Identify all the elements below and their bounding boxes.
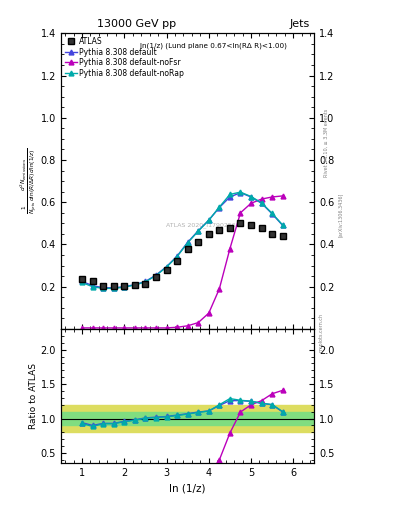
- ATLAS: [122, 283, 127, 289]
- X-axis label: ln (1/z): ln (1/z): [169, 484, 206, 494]
- Y-axis label: Ratio to ATLAS: Ratio to ATLAS: [29, 363, 38, 429]
- Pythia 8.308 default-noRap: [143, 279, 148, 285]
- ATLAS: [175, 259, 180, 265]
- ATLAS: [164, 267, 169, 273]
- Pythia 8.308 default-noFsr: [101, 325, 105, 331]
- Pythia 8.308 default-noRap: [122, 284, 127, 290]
- Pythia 8.308 default: [122, 284, 127, 290]
- ATLAS: [249, 222, 253, 228]
- Text: ln(1/z) (Lund plane 0.67<ln(RΔ R)<1.00): ln(1/z) (Lund plane 0.67<ln(RΔ R)<1.00): [140, 42, 286, 49]
- Pythia 8.308 default-noRap: [154, 272, 158, 279]
- Pythia 8.308 default-noRap: [111, 285, 116, 291]
- Line: ATLAS: ATLAS: [79, 221, 285, 288]
- Y-axis label: $\frac{1}{N_{jets}}\frac{d^2 N_{emissions}}{d\ln(R/\Delta R)\,d\ln(1/z)}$: $\frac{1}{N_{jets}}\frac{d^2 N_{emission…: [19, 148, 39, 214]
- Pythia 8.308 default-noRap: [217, 204, 222, 210]
- Pythia 8.308 default: [238, 189, 243, 196]
- Pythia 8.308 default-noRap: [175, 253, 180, 260]
- Pythia 8.308 default: [280, 222, 285, 228]
- Pythia 8.308 default-noFsr: [249, 200, 253, 206]
- ATLAS: [80, 276, 84, 283]
- Pythia 8.308 default-noFsr: [143, 325, 148, 331]
- Line: Pythia 8.308 default: Pythia 8.308 default: [80, 190, 285, 290]
- Pythia 8.308 default: [270, 211, 275, 217]
- Pythia 8.308 default: [175, 253, 180, 259]
- Pythia 8.308 default: [206, 217, 211, 223]
- ATLAS: [238, 220, 243, 226]
- ATLAS: [217, 227, 222, 233]
- Pythia 8.308 default-noRap: [249, 194, 253, 200]
- Pythia 8.308 default-noFsr: [238, 210, 243, 216]
- Text: Rivet 3.1.10, ≥ 3.3M events: Rivet 3.1.10, ≥ 3.3M events: [324, 109, 329, 178]
- ATLAS: [270, 231, 275, 237]
- Pythia 8.308 default: [132, 282, 137, 288]
- Pythia 8.308 default-noRap: [238, 189, 243, 195]
- Pythia 8.308 default-noFsr: [164, 325, 169, 331]
- ATLAS: [101, 283, 105, 289]
- ATLAS: [185, 246, 190, 252]
- Text: ATLAS 2020_I1790256: ATLAS 2020_I1790256: [165, 223, 235, 228]
- Pythia 8.308 default: [80, 279, 84, 285]
- Pythia 8.308 default-noRap: [185, 240, 190, 246]
- Pythia 8.308 default: [154, 272, 158, 278]
- Pythia 8.308 default: [196, 228, 200, 234]
- Pythia 8.308 default-noRap: [270, 210, 275, 217]
- Pythia 8.308 default-noRap: [101, 285, 105, 291]
- Pythia 8.308 default-noRap: [90, 284, 95, 290]
- Pythia 8.308 default-noRap: [164, 264, 169, 270]
- Pythia 8.308 default: [249, 194, 253, 200]
- Pythia 8.308 default-noFsr: [111, 325, 116, 331]
- Line: Pythia 8.308 default-noFsr: Pythia 8.308 default-noFsr: [80, 194, 285, 330]
- ATLAS: [143, 281, 148, 287]
- Pythia 8.308 default-noRap: [132, 282, 137, 288]
- Pythia 8.308 default: [185, 239, 190, 245]
- Pythia 8.308 default-noFsr: [280, 193, 285, 199]
- Pythia 8.308 default-noFsr: [259, 196, 264, 202]
- Pythia 8.308 default-noFsr: [206, 310, 211, 316]
- Text: [arXiv:1306.3436]: [arXiv:1306.3436]: [338, 193, 343, 237]
- Text: 13000 GeV pp: 13000 GeV pp: [97, 19, 176, 29]
- Pythia 8.308 default-noRap: [206, 217, 211, 223]
- Pythia 8.308 default-noFsr: [90, 325, 95, 331]
- ATLAS: [111, 283, 116, 289]
- Pythia 8.308 default: [228, 194, 232, 200]
- Pythia 8.308 default-noFsr: [122, 325, 127, 331]
- Pythia 8.308 default-noRap: [280, 222, 285, 228]
- ATLAS: [132, 282, 137, 288]
- ATLAS: [90, 279, 95, 285]
- ATLAS: [259, 224, 264, 230]
- Pythia 8.308 default-noFsr: [196, 319, 200, 326]
- ATLAS: [206, 231, 211, 237]
- ATLAS: [280, 233, 285, 239]
- Text: Jets: Jets: [289, 19, 309, 29]
- Pythia 8.308 default: [217, 204, 222, 210]
- Pythia 8.308 default-noFsr: [175, 324, 180, 330]
- Pythia 8.308 default-noFsr: [228, 246, 232, 252]
- ATLAS: [196, 239, 200, 245]
- Pythia 8.308 default-noRap: [228, 191, 232, 198]
- Pythia 8.308 default-noRap: [80, 280, 84, 286]
- Pythia 8.308 default: [259, 200, 264, 206]
- Pythia 8.308 default-noRap: [259, 200, 264, 206]
- Pythia 8.308 default: [111, 285, 116, 291]
- Pythia 8.308 default-noFsr: [217, 286, 222, 292]
- ATLAS: [154, 274, 158, 280]
- Text: mcplots.cern.ch: mcplots.cern.ch: [318, 313, 323, 352]
- ATLAS: [228, 224, 232, 230]
- Pythia 8.308 default: [164, 264, 169, 270]
- Pythia 8.308 default-noFsr: [132, 325, 137, 331]
- Pythia 8.308 default-noFsr: [185, 323, 190, 329]
- Line: Pythia 8.308 default-noRap: Pythia 8.308 default-noRap: [80, 189, 285, 291]
- Pythia 8.308 default-noFsr: [154, 325, 158, 331]
- Pythia 8.308 default: [90, 283, 95, 289]
- Pythia 8.308 default: [143, 279, 148, 285]
- Pythia 8.308 default-noFsr: [270, 194, 275, 200]
- Pythia 8.308 default-noRap: [196, 228, 200, 234]
- Pythia 8.308 default-noFsr: [80, 325, 84, 331]
- Pythia 8.308 default: [101, 285, 105, 291]
- Legend: ATLAS, Pythia 8.308 default, Pythia 8.308 default-noFsr, Pythia 8.308 default-no: ATLAS, Pythia 8.308 default, Pythia 8.30…: [63, 35, 185, 79]
